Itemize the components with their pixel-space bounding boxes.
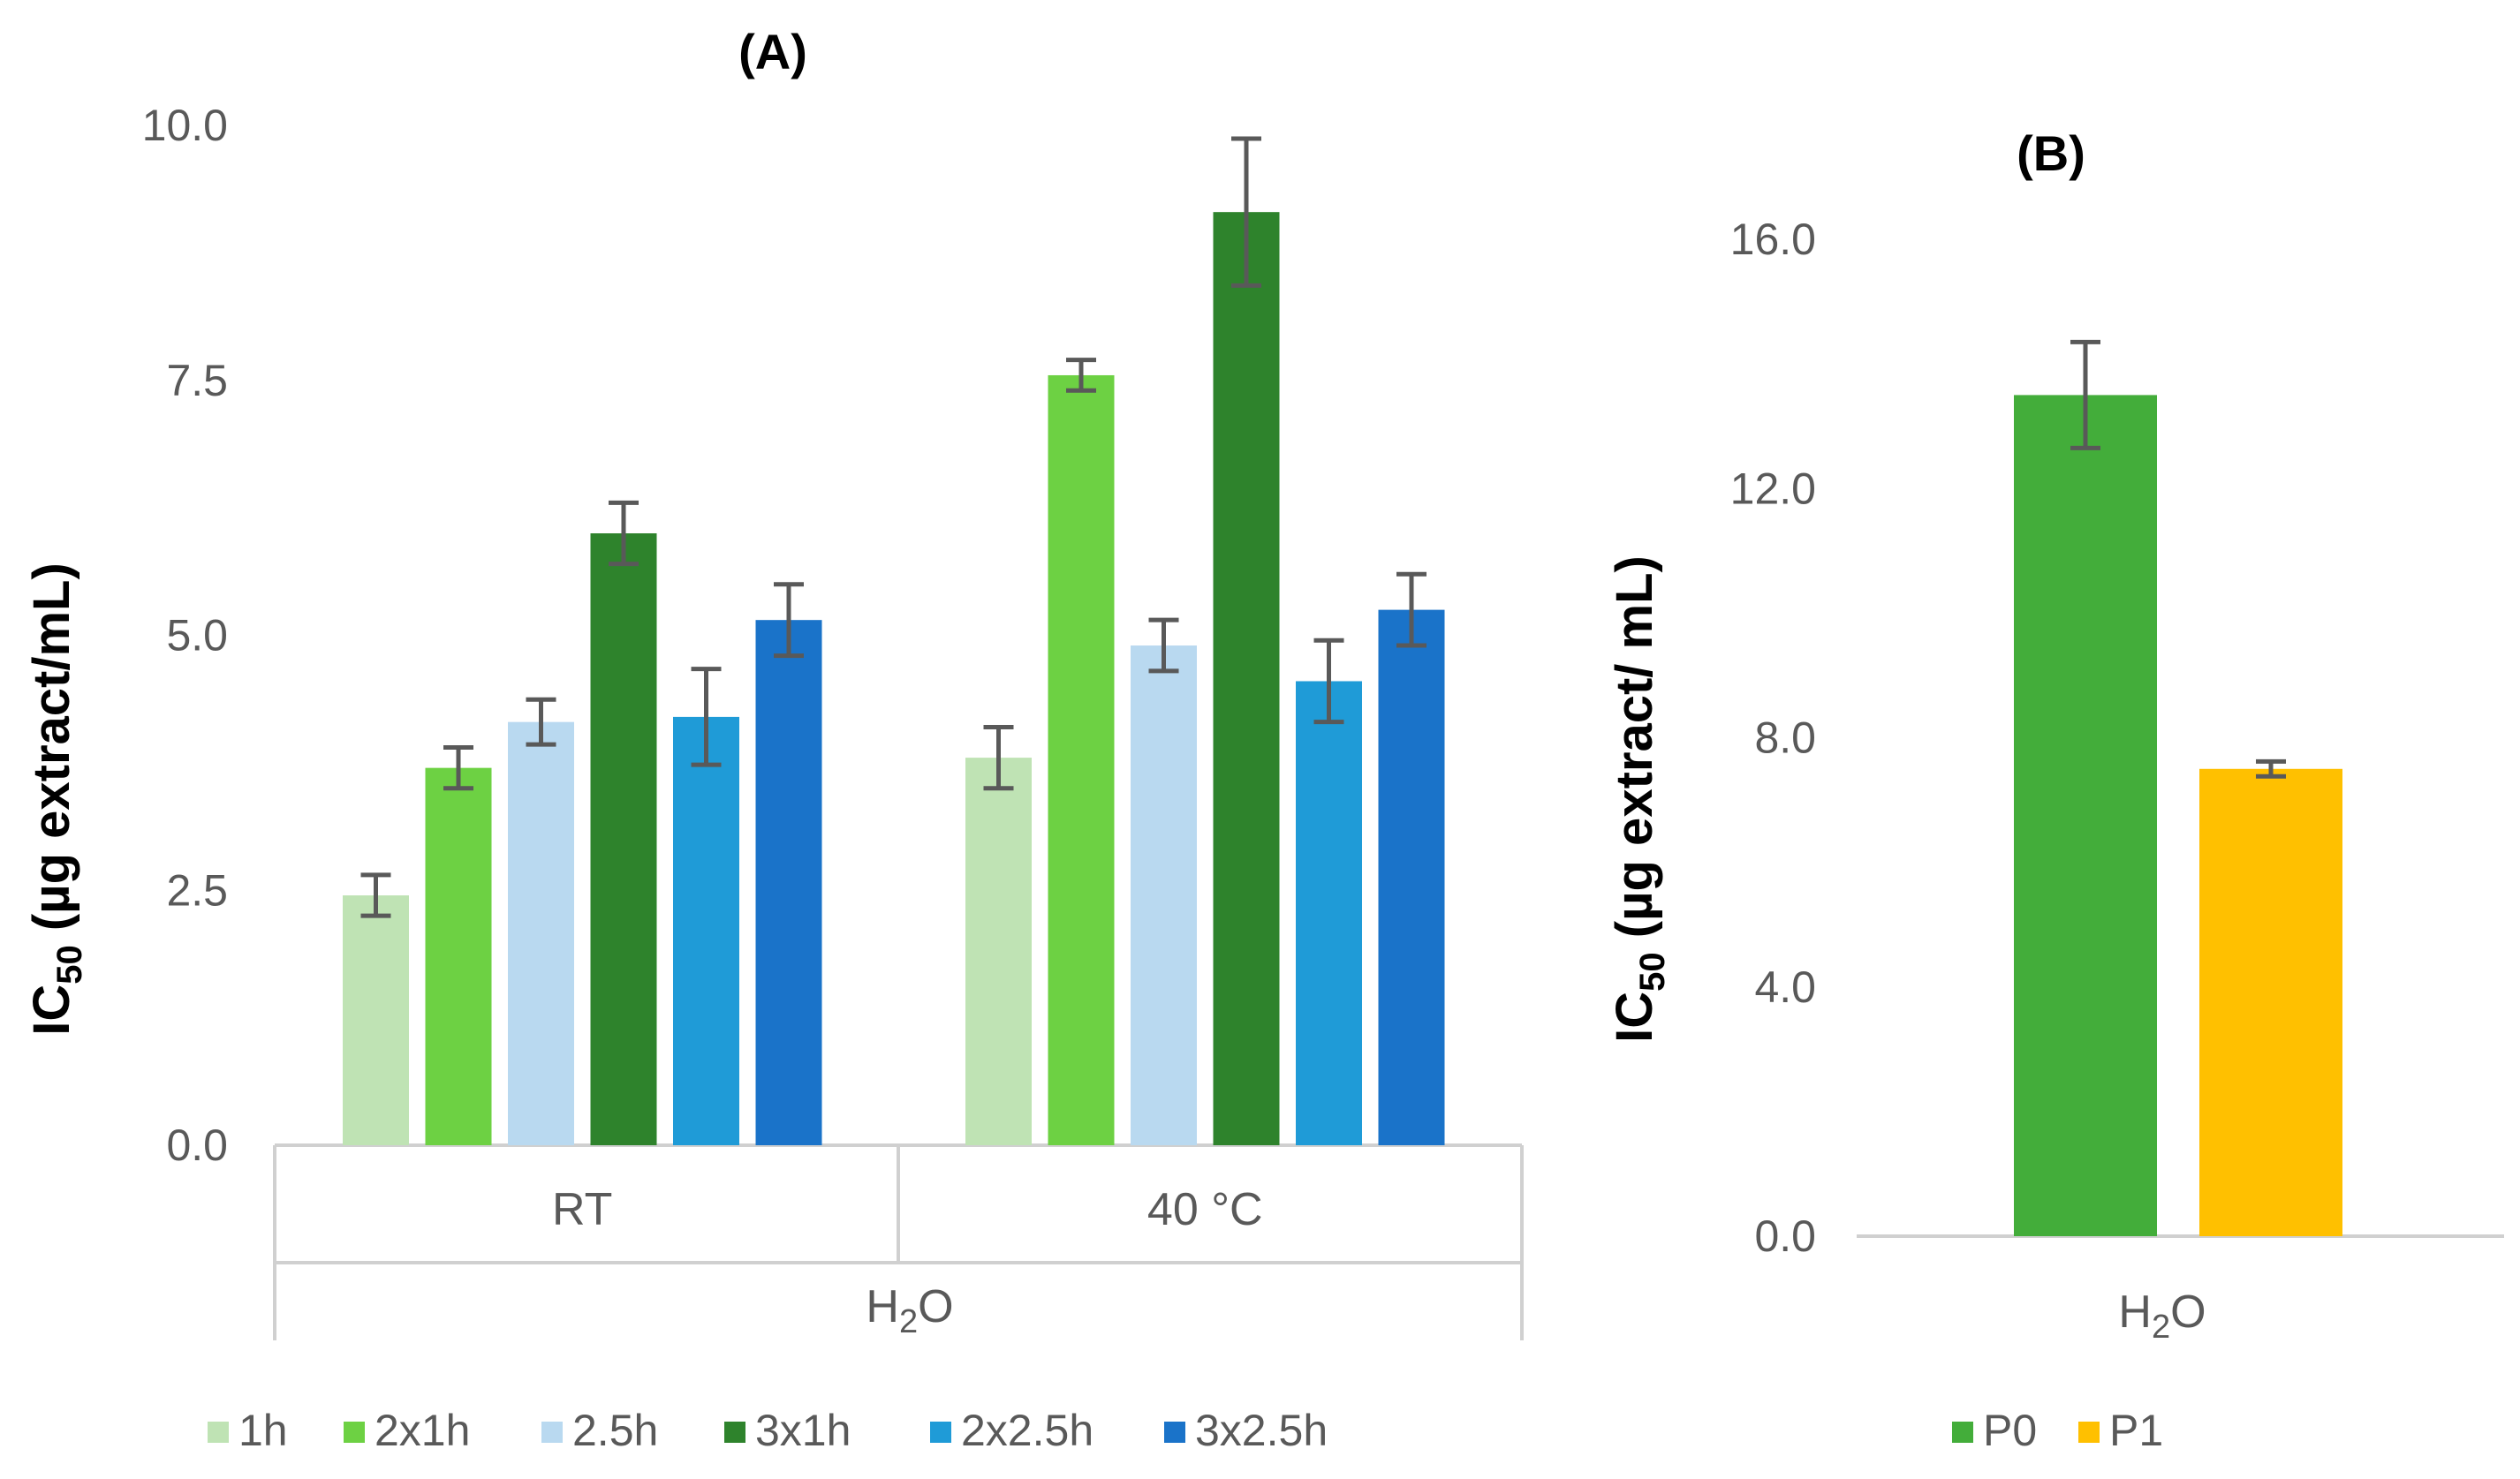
panel-b-legend-label-P0: P0 — [1983, 1406, 2037, 1455]
svg-text:IC50 (µg extract/ mL): IC50 (µg extract/ mL) — [1606, 555, 1672, 1043]
panel-a-error-bar-2.5h-1 — [1148, 617, 1179, 674]
panel-a-title: (A) — [738, 24, 807, 79]
panel-b-error-bar-P0 — [2070, 339, 2100, 450]
panel-b-legend-label-P1: P1 — [2109, 1406, 2163, 1455]
panel-a-bar-2x1h-1 — [1048, 374, 1115, 1146]
panel-a-legend: 1h 2x1h 2.5h 3x1h 2x2.5h 3x2.5h — [208, 1406, 1328, 1455]
panel-a-bar-2.5h-0 — [508, 721, 574, 1145]
panel-a-bar-3x1h-0 — [590, 533, 657, 1145]
panel-b-error-bar-P1 — [2256, 758, 2286, 779]
panel-a-ytick-label: 0.0 — [166, 1121, 228, 1170]
panel-a-bar-2x1h-0 — [425, 767, 492, 1145]
panel-a-error-bar-3x2.5h-0 — [774, 582, 804, 659]
panel-a-error-bar-2x2.5h-1 — [1313, 638, 1344, 725]
panel-a-ylabel-sub: 50 — [50, 945, 89, 985]
panel-a-legend-label-3x1h: 3x1h — [755, 1406, 851, 1455]
panel-b-legend-swatch-P1 — [2078, 1422, 2100, 1443]
panel-a-error-bar-1h-1 — [983, 724, 1014, 791]
panel-a-ytick-label: 10.0 — [142, 101, 228, 150]
panel-a-legend-label-2x1h: 2x1h — [375, 1406, 470, 1455]
panel-a-bar-2x2.5h-0 — [673, 716, 739, 1145]
panel-a-error-bar-3x2.5h-1 — [1396, 571, 1426, 648]
panel-a-error-bar-2x1h-1 — [1066, 358, 1096, 393]
panel-a-bar-3x2.5h-1 — [1378, 609, 1445, 1145]
panel-a-y-axis-label: IC50 (µg extract/mL) — [23, 562, 89, 1036]
panel-a-bar-1h-1 — [965, 758, 1032, 1145]
panel-a-legend-swatch-3x1h — [724, 1422, 745, 1443]
panel-b-plot: 0.0 4.0 8.0 12.0 16.0 — [1730, 215, 2504, 1261]
panel-a-error-bar-3x1h-1 — [1231, 136, 1261, 288]
panel-b-ytick-label: 4.0 — [1754, 962, 1816, 1012]
panel-a-group-label: H2O — [866, 1281, 953, 1340]
panel-a-ylabel-rest: (µg extract/mL) — [23, 562, 80, 945]
panel-a-error-bar-2x2.5h-0 — [691, 667, 722, 767]
panel-a-category-label: 40 °C — [1147, 1184, 1263, 1235]
panel-a-ytick-label: 2.5 — [166, 865, 228, 915]
panel-b-ytick-label: 12.0 — [1730, 464, 1816, 513]
panel-a-legend-swatch-2x2.5h — [930, 1422, 951, 1443]
panel-a-ytick-label: 7.5 — [166, 356, 228, 405]
panel-a-legend-swatch-3x2.5h — [1164, 1422, 1185, 1443]
panel-a-legend-label-2.5h: 2.5h — [572, 1406, 658, 1455]
panel-a-legend-swatch-2x1h — [344, 1422, 365, 1443]
panel-a-error-bar-3x1h-0 — [609, 500, 639, 567]
panel-b-ytick-label: 8.0 — [1754, 713, 1816, 763]
panel-b-legend: P0 P1 — [1952, 1406, 2163, 1455]
panel-b-y-axis-label: IC50 (µg extract/ mL) — [1606, 555, 1672, 1043]
panel-b-ytick-label: 0.0 — [1754, 1211, 1816, 1261]
panel-a-legend-label-1h: 1h — [238, 1406, 288, 1455]
panel-a-legend-swatch-1h — [208, 1422, 229, 1443]
panel-b-title: (B) — [2017, 125, 2085, 181]
panel-a-bar-2.5h-1 — [1131, 645, 1197, 1145]
panel-a-legend-swatch-2.5h — [541, 1422, 563, 1443]
panel-a-bar-1h-0 — [343, 895, 409, 1145]
panel-a-error-bar-2x1h-0 — [443, 745, 473, 791]
svg-text:IC50 (µg extract/mL): IC50 (µg extract/mL) — [23, 562, 89, 1036]
panel-b-bar-P0 — [2014, 395, 2157, 1236]
panel-a-bar-2x2.5h-1 — [1296, 681, 1362, 1145]
panel-b-legend-swatch-P0 — [1952, 1422, 1973, 1443]
panel-a-bar-3x1h-1 — [1213, 212, 1280, 1145]
panel-a-legend-label-2x2.5h: 2x2.5h — [961, 1406, 1094, 1455]
panel-b-ytick-label: 16.0 — [1730, 215, 1816, 264]
panel-a-ylabel-main: IC — [23, 985, 80, 1036]
panel-a-error-bar-1h-0 — [360, 872, 391, 918]
panel-b-bar-P1 — [2199, 768, 2342, 1236]
panel-b-category-label: H2O — [2118, 1287, 2206, 1346]
panel-a-legend-label-3x2.5h: 3x2.5h — [1195, 1406, 1328, 1455]
panel-b-ylabel-sub: 50 — [1633, 952, 1672, 992]
panel-b-ylabel-main: IC — [1606, 992, 1663, 1043]
panel-a-plot: 0.0 2.5 5.0 7.5 10.0 RT 40 °C — [142, 101, 1524, 1340]
panel-a-category-label: RT — [552, 1184, 612, 1235]
panel-a-error-bar-2.5h-0 — [526, 697, 556, 747]
panel-a-ytick-label: 5.0 — [166, 611, 228, 660]
panel-b-ylabel-rest: (µg extract/ mL) — [1606, 555, 1663, 952]
panel-a-bar-3x2.5h-0 — [755, 620, 822, 1145]
